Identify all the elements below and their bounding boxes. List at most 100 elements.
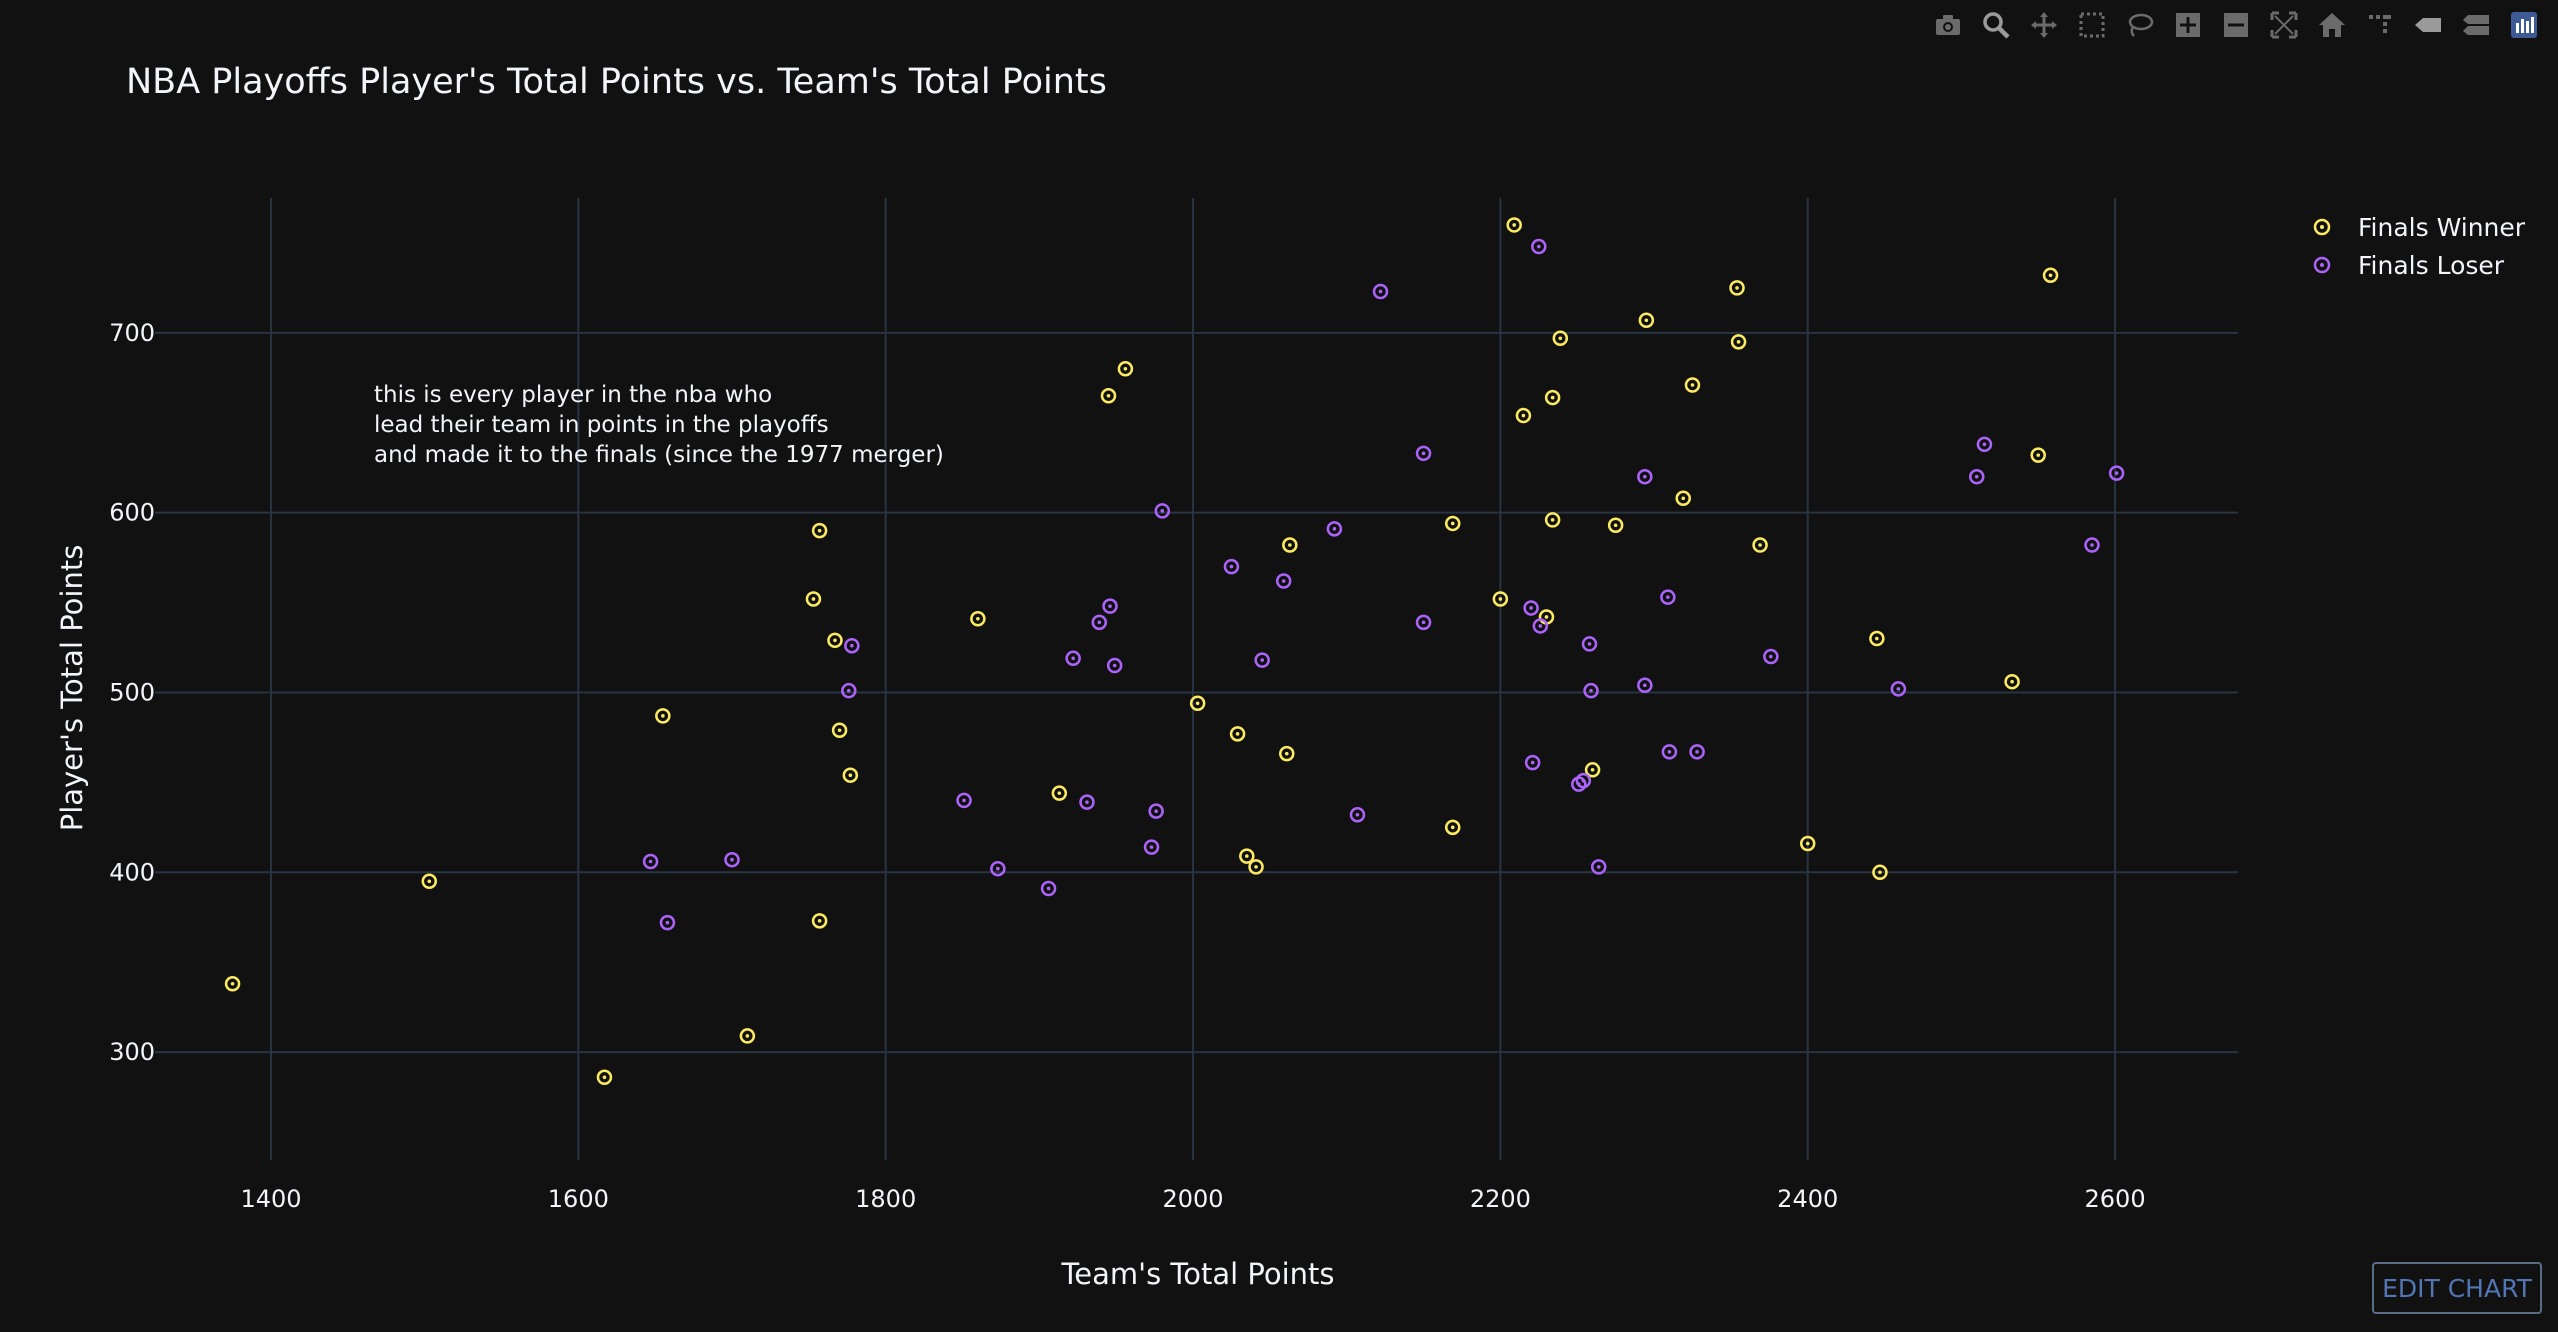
loser-point[interactable]	[1102, 598, 1118, 614]
box-select-icon[interactable]	[2068, 8, 2116, 42]
winner-point[interactable]	[1552, 330, 1569, 346]
loser-point[interactable]	[724, 851, 740, 868]
winner-point[interactable]	[2042, 267, 2059, 284]
loser-point[interactable]	[1661, 744, 1678, 760]
winner-point[interactable]	[1229, 726, 1246, 742]
winner-point[interactable]	[827, 632, 843, 649]
loser-point[interactable]	[1637, 677, 1653, 694]
winner-point[interactable]	[805, 591, 822, 607]
loser-point[interactable]	[1660, 589, 1676, 605]
loser-point[interactable]	[1372, 283, 1389, 300]
legend-item-loser[interactable]: Finals Loser	[2300, 246, 2525, 284]
winner-point[interactable]	[1730, 334, 1747, 350]
loser-point[interactable]	[642, 853, 659, 870]
winner-point[interactable]	[1282, 537, 1298, 553]
winner-point[interactable]	[655, 708, 671, 724]
loser-point[interactable]	[659, 914, 676, 931]
winner-point[interactable]	[842, 767, 859, 783]
loser-point[interactable]	[1106, 657, 1123, 674]
winner-point[interactable]	[1638, 312, 1655, 329]
winner-point[interactable]	[831, 722, 848, 738]
winner-point[interactable]	[811, 522, 828, 539]
loser-point[interactable]	[2084, 537, 2100, 553]
winner-point[interactable]	[970, 611, 986, 627]
zoom-icon[interactable]	[1972, 8, 2020, 42]
winner-point[interactable]	[224, 976, 241, 992]
winner-point[interactable]	[1799, 835, 1816, 852]
loser-point[interactable]	[1326, 521, 1343, 537]
winner-point[interactable]	[1607, 517, 1624, 533]
loser-point[interactable]	[1275, 573, 1292, 589]
autoscale-icon[interactable]	[2260, 8, 2308, 42]
winner-point[interactable]	[1248, 859, 1264, 875]
loser-point[interactable]	[1154, 503, 1171, 519]
reset-axes-icon[interactable]	[2308, 8, 2356, 42]
hover-closest-icon[interactable]	[2404, 8, 2452, 42]
spike-lines-icon[interactable]	[2356, 8, 2404, 42]
winner-point[interactable]	[1544, 512, 1561, 528]
winner-point[interactable]	[1100, 388, 1117, 404]
winner-point[interactable]	[2004, 673, 2020, 690]
loser-point[interactable]	[1223, 558, 1240, 575]
camera-icon[interactable]	[1924, 8, 1972, 42]
winner-point[interactable]	[1544, 389, 1561, 406]
loser-point[interactable]	[1040, 880, 1057, 897]
edit-chart-button[interactable]: EDIT CHART	[2372, 1262, 2542, 1314]
loser-point[interactable]	[1590, 859, 1607, 875]
loser-point[interactable]	[1524, 754, 1541, 771]
loser-point[interactable]	[1575, 772, 1592, 789]
winner-point[interactable]	[1189, 695, 1206, 712]
winner-point[interactable]	[1872, 864, 1888, 881]
winner-point[interactable]	[1515, 407, 1532, 424]
loser-point[interactable]	[1065, 650, 1081, 667]
loser-point[interactable]	[1079, 794, 1095, 810]
loser-point[interactable]	[1581, 636, 1598, 652]
loser-point[interactable]	[2108, 465, 2125, 481]
winner-point[interactable]	[1051, 785, 1068, 801]
winner-point[interactable]	[1279, 745, 1295, 762]
winner-point[interactable]	[1492, 591, 1509, 607]
legend-item-winner[interactable]: Finals Winner	[2300, 208, 2525, 246]
winner-point[interactable]	[811, 913, 828, 929]
loser-point[interactable]	[841, 682, 857, 699]
pan-icon[interactable]	[2020, 8, 2068, 42]
loser-point[interactable]	[990, 860, 1006, 877]
winner-point[interactable]	[1506, 217, 1522, 233]
winner-point[interactable]	[596, 1069, 613, 1086]
loser-point[interactable]	[1148, 803, 1164, 819]
loser-point[interactable]	[1091, 614, 1108, 631]
loser-point[interactable]	[1583, 682, 1599, 699]
winner-point[interactable]	[1444, 515, 1461, 532]
winner-point[interactable]	[1869, 630, 1885, 647]
hover-compare-icon[interactable]	[2452, 8, 2500, 42]
loser-point[interactable]	[1637, 468, 1653, 485]
winner-point[interactable]	[2030, 447, 2046, 463]
loser-point[interactable]	[956, 792, 972, 809]
winner-point[interactable]	[1675, 490, 1691, 507]
lasso-select-icon[interactable]	[2116, 8, 2164, 42]
loser-point[interactable]	[844, 637, 860, 654]
loser-point[interactable]	[1763, 648, 1779, 665]
winner-point[interactable]	[1239, 848, 1255, 864]
winner-point[interactable]	[1752, 537, 1768, 553]
loser-point[interactable]	[1415, 445, 1432, 462]
winner-point[interactable]	[739, 1028, 756, 1044]
loser-point[interactable]	[1532, 618, 1549, 634]
loser-point[interactable]	[1969, 468, 1985, 485]
loser-point[interactable]	[1689, 744, 1705, 760]
zoom-in-icon[interactable]	[2164, 8, 2212, 42]
zoom-out-icon[interactable]	[2212, 8, 2260, 42]
loser-point[interactable]	[1349, 807, 1366, 823]
loser-point[interactable]	[1254, 652, 1270, 668]
loser-point[interactable]	[1890, 681, 1907, 697]
winner-point[interactable]	[1444, 819, 1461, 836]
loser-point[interactable]	[1415, 614, 1432, 631]
winner-point[interactable]	[421, 873, 438, 890]
winner-point[interactable]	[1117, 361, 1134, 377]
winner-point[interactable]	[1584, 762, 1601, 778]
plotly-logo-icon[interactable]	[2500, 8, 2548, 42]
loser-point[interactable]	[1976, 436, 1993, 453]
loser-point[interactable]	[1531, 238, 1547, 255]
loser-point[interactable]	[1523, 600, 1539, 616]
